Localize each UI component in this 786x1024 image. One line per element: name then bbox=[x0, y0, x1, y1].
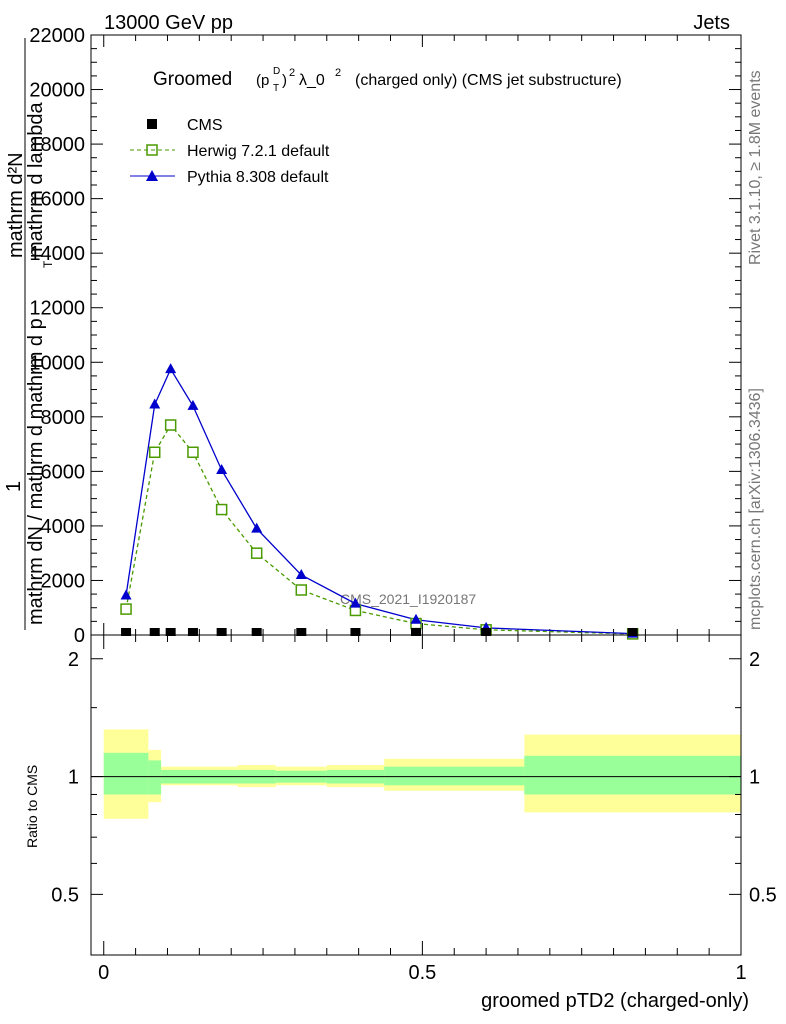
ratio-axes: 0.5 0.5 1 1 2 2 0 0.5 1 bbox=[51, 635, 777, 984]
ylabel-denominator-sub: T bbox=[41, 260, 55, 268]
ratio-bands bbox=[103, 729, 741, 819]
ratio-ytick-label: 1 bbox=[68, 767, 79, 789]
ratio-xtick-label: 0.5 bbox=[408, 962, 436, 984]
legend-herwig-label: Herwig 7.2.1 default bbox=[187, 143, 330, 160]
ratio-plot-frame bbox=[90, 634, 742, 956]
herwig-point bbox=[164, 419, 177, 431]
legend-pythia-label: Pythia 8.308 default bbox=[187, 169, 329, 186]
title-prefix: Groomed bbox=[153, 69, 232, 90]
legend-cms-marker bbox=[147, 119, 157, 129]
ylabel-denominator-right: mathrm d lambda bbox=[25, 102, 47, 258]
ratio-xtick-label: 1 bbox=[735, 962, 746, 984]
cms-point bbox=[627, 628, 638, 636]
pythia-point bbox=[120, 589, 132, 600]
plot-title: Groomed (p D T ) 2 λ_0 2 (charged only) … bbox=[153, 66, 622, 94]
ylabel-numerator: mathrm d²N bbox=[5, 152, 27, 258]
header-jets: Jets bbox=[693, 12, 730, 34]
cms-point bbox=[251, 628, 262, 636]
main-ytick-label: 8000 bbox=[41, 407, 86, 429]
cms-point bbox=[411, 628, 421, 636]
side-mcplots-label: mcplots.cern.ch [arXiv:1306.3436] bbox=[747, 388, 764, 630]
ratio-ytick-label-right: 2 bbox=[749, 649, 760, 671]
ratio-band-inner bbox=[103, 752, 149, 795]
legend-cms-label: CMS bbox=[187, 117, 223, 134]
main-ytick-label: 4000 bbox=[41, 516, 86, 538]
ratio-band-inner bbox=[384, 766, 525, 786]
ratio-ytick-label: 2 bbox=[68, 649, 79, 671]
pythia-point bbox=[149, 398, 161, 409]
cms-point bbox=[481, 628, 492, 636]
pythia-point bbox=[165, 363, 177, 374]
cms-point bbox=[121, 628, 132, 636]
ratio-ytick-label: 0.5 bbox=[51, 884, 79, 906]
title-sup-2: 2 bbox=[289, 67, 295, 79]
ratio-ytick-label-right: 0.5 bbox=[749, 884, 777, 906]
main-ytick-label: 12000 bbox=[29, 298, 85, 320]
ylabel-one: 1 bbox=[3, 481, 25, 492]
title-sym: (p bbox=[256, 72, 269, 89]
pythia-point bbox=[251, 522, 263, 533]
main-y-axis: 0 2000 4000 6000 8000 10000 12000 14000 16000 180… bbox=[29, 25, 742, 647]
ratio-band-inner bbox=[148, 760, 162, 795]
herwig-point bbox=[120, 603, 132, 615]
ratio-ytick-label-right: 1 bbox=[749, 767, 760, 789]
herwig-point bbox=[295, 584, 308, 596]
pythia-point bbox=[295, 569, 307, 579]
title-lambda: λ_0 bbox=[299, 72, 325, 89]
legend-pythia-marker bbox=[146, 170, 158, 181]
cms-point bbox=[165, 628, 176, 636]
analysis-watermark: CMS_2021_I1920187 bbox=[340, 591, 476, 607]
main-ytick-label: 20000 bbox=[29, 80, 85, 102]
title-suffix: (charged only) (CMS jet substructure) bbox=[355, 72, 622, 89]
main-ytick-label: 22000 bbox=[29, 25, 85, 47]
legend-herwig-marker bbox=[146, 144, 158, 156]
main-ytick-label: 0 bbox=[74, 625, 85, 647]
herwig-point bbox=[148, 446, 161, 459]
main-y-label: mathrm d²N 1 mathrm dN / mathrm d mathrm… bbox=[3, 38, 55, 630]
main-series bbox=[120, 363, 639, 640]
cms-point bbox=[216, 628, 227, 636]
pythia-point bbox=[216, 464, 228, 474]
title-sub-t: T bbox=[273, 83, 279, 94]
pythia-point bbox=[349, 597, 361, 608]
main-ytick-label: 16000 bbox=[29, 189, 85, 211]
cms-point bbox=[149, 628, 160, 636]
herwig-point bbox=[215, 503, 228, 516]
cms-point bbox=[296, 628, 307, 636]
cms-point bbox=[187, 628, 198, 636]
legend: CMS Herwig 7.2.1 default Pythia 8.308 de… bbox=[130, 117, 330, 186]
main-ytick-label: 18000 bbox=[29, 134, 85, 156]
title-sup-3: 2 bbox=[335, 67, 341, 79]
herwig-point bbox=[187, 446, 199, 459]
cms-point bbox=[350, 628, 361, 636]
main-ytick-label: 2000 bbox=[41, 570, 86, 592]
title-sup-d: D bbox=[273, 66, 280, 77]
herwig-point bbox=[250, 547, 263, 559]
pythia-point bbox=[187, 399, 199, 410]
side-rivet-label: Rivet 3.1.10, ≥ 1.8M events bbox=[747, 70, 764, 265]
title-close: ) bbox=[282, 72, 287, 89]
ratio-y-label: Ratio to CMS bbox=[24, 765, 40, 848]
header-energy: 13000 GeV pp bbox=[104, 12, 233, 34]
pythia-point bbox=[410, 613, 422, 624]
ylabel-denominator-left: mathrm dN / mathrm d mathrm d p bbox=[25, 318, 47, 625]
main-ytick-label: 10000 bbox=[29, 352, 85, 374]
x-axis-label: groomed pTD2 (charged-only) bbox=[481, 990, 749, 1012]
main-ytick-label: 6000 bbox=[41, 461, 86, 483]
ratio-band-inner bbox=[524, 755, 741, 795]
ratio-xtick-label: 0 bbox=[98, 962, 109, 984]
main-ytick-label: 14000 bbox=[29, 243, 85, 265]
